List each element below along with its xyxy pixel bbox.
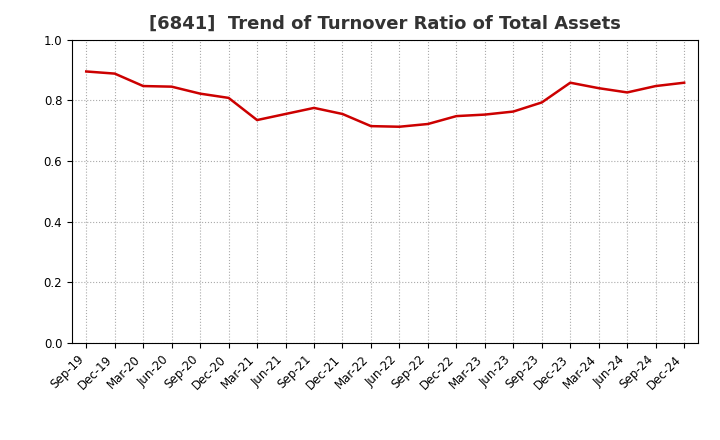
Title: [6841]  Trend of Turnover Ratio of Total Assets: [6841] Trend of Turnover Ratio of Total … xyxy=(149,15,621,33)
